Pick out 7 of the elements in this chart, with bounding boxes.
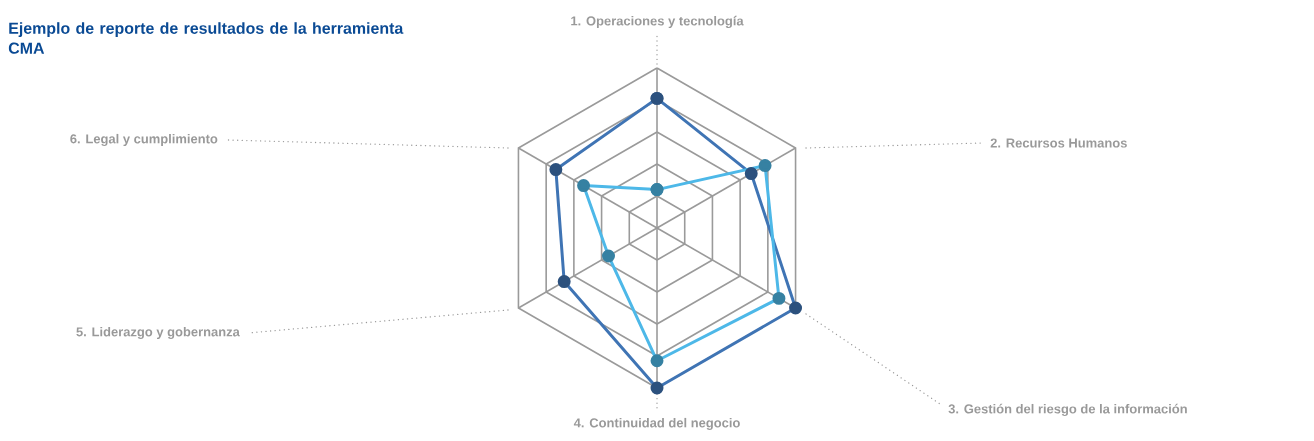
text: Ejemplo de reporte de resultados de la herramienta CMA xyxy=(8,22,404,54)
spoke-label: 4. Continuidad del negocio xyxy=(573,417,740,431)
spoke-label: 5. Liderazgo y gobernanza xyxy=(76,326,240,340)
spoke-label: 2. Recursos Humanos xyxy=(990,138,1127,148)
spoke-label: 3. Gestión del riesgo de la información xyxy=(948,403,1187,417)
spoke-label: 6. Legal y cumplimiento xyxy=(70,133,218,147)
spoke-label: 1. Operaciones y tecnología xyxy=(571,15,744,29)
